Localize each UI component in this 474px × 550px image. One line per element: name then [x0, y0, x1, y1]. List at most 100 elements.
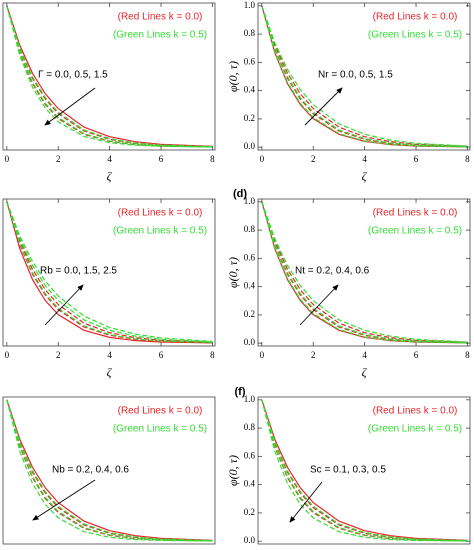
legend-entry: (Red Lines k = 0.0) [373, 12, 458, 23]
curve [6, 399, 213, 541]
frame [2, 2, 216, 151]
curve [261, 399, 468, 542]
y-axis-label: φ(0, τ) [226, 257, 240, 288]
arrow [44, 284, 84, 326]
x-tick-label: 4 [362, 154, 367, 164]
curve [6, 201, 213, 343]
y-tick-label: 0.8 [244, 422, 256, 432]
y-axis-label: φ(0, τ) [226, 455, 240, 486]
panel: 0 2 4 6 8 0.0 0.2 0.4 0.6 0.8 1.0 ζ φ(0, τ) (d) (Red L… [226, 188, 471, 379]
x-axis-label: ζ [362, 365, 368, 379]
x-tick-label: 0 [260, 154, 265, 164]
legend-entry: (Red Lines k = 0.0) [373, 208, 458, 219]
x-axis-label: ζ [362, 169, 368, 183]
curve [261, 5, 468, 147]
legend-entry: (Red Lines k = 0.0) [118, 208, 203, 219]
legend-entry: (Green Lines k = 0.5) [368, 226, 462, 237]
y-tick-label: 0.6 [244, 56, 256, 66]
x-tick-label: 6 [159, 350, 164, 360]
y-tick-label: 0.0 [244, 535, 256, 545]
panel: 0 2 4 6 8 0.0 0.2 0.4 0.6 0.8 1.0 ζ φ(0, τ) (Red Line… [226, 0, 471, 183]
curve [261, 201, 468, 343]
annotation: Sc = 0.1, 0.3, 0.5 [310, 465, 386, 476]
x-tick-label: 0 [5, 350, 10, 360]
x-tick-label: 4 [107, 350, 112, 360]
legend-entry: (Green Lines k = 0.5) [113, 226, 207, 237]
frame [257, 198, 471, 347]
x-tick-label: 6 [414, 154, 419, 164]
x-tick-label: 2 [56, 350, 61, 360]
x-tick-label: 8 [465, 350, 470, 360]
curve [6, 5, 213, 147]
x-tick-label: 6 [159, 154, 164, 164]
y-tick-label: 0.2 [244, 309, 255, 319]
legend-entry: (Green Lines k = 0.5) [368, 30, 462, 41]
y-tick-label: 0.6 [244, 252, 256, 262]
arrow [304, 87, 343, 126]
x-tick-label: 8 [465, 154, 470, 164]
y-tick-label: 0.8 [244, 224, 256, 234]
frame [257, 396, 471, 545]
x-tick-label: 0 [260, 350, 265, 360]
frame [2, 198, 216, 347]
panel-label: (f) [235, 386, 246, 398]
y-tick-label: 1.0 [244, 0, 256, 10]
annotation: Nt = 0.2, 0.4, 0.6 [295, 266, 370, 277]
x-tick-label: 2 [311, 154, 316, 164]
x-tick-label: 4 [362, 350, 367, 360]
y-tick-label: 0.6 [244, 450, 256, 460]
y-tick-label: 0.4 [244, 85, 256, 95]
curve [261, 5, 468, 148]
legend-entry: (Red Lines k = 0.0) [118, 12, 203, 23]
panel: 0 2 4 6 8 ζ (Red Lines k = 0.0) (Green Lines k … [2, 2, 216, 183]
curve [6, 201, 213, 343]
legend-entry: (Green Lines k = 0.5) [113, 30, 207, 41]
curve [6, 201, 213, 344]
curve [6, 399, 213, 542]
x-tick-label: 6 [414, 350, 419, 360]
frame [257, 2, 471, 151]
y-tick-label: 0.0 [244, 337, 256, 347]
annotation: Γ = 0.0, 0.5, 1.5 [38, 70, 108, 81]
y-axis-label: φ(0, τ) [226, 61, 240, 92]
panel-label: (d) [233, 188, 247, 200]
annotation: Nb = 0.2, 0.4, 0.6 [52, 465, 129, 476]
frame [2, 396, 216, 545]
curve [6, 201, 213, 343]
y-tick-label: 0.4 [244, 281, 256, 291]
x-tick-label: 2 [311, 350, 316, 360]
x-tick-label: 0 [5, 154, 10, 164]
legend-entry: (Green Lines k = 0.5) [368, 424, 462, 435]
curve [6, 399, 213, 542]
y-tick-label: 0.2 [244, 507, 255, 517]
y-tick-label: 1.0 [244, 196, 256, 206]
x-axis-label: ζ [107, 365, 113, 379]
arrow [44, 87, 96, 126]
curve [6, 5, 213, 148]
annotation: Rb = 0.0, 1.5, 2.5 [40, 266, 117, 277]
arrow [289, 481, 323, 523]
panel: 0.0 0.2 0.4 0.6 0.8 1.0 φ(0, τ) (f) (Red Lines k… [226, 386, 471, 545]
x-tick-label: 2 [56, 154, 61, 164]
curve [261, 399, 468, 542]
curve [261, 201, 468, 344]
panel: (Red Lines k = 0.0) (Green Lines k = 0.5)… [2, 396, 216, 545]
curve [6, 201, 213, 344]
arrow [299, 284, 339, 326]
curve [261, 5, 468, 147]
x-tick-label: 8 [210, 350, 215, 360]
y-tick-label: 1.0 [244, 394, 256, 404]
curve [6, 5, 213, 148]
legend-entry: (Red Lines k = 0.0) [373, 406, 458, 417]
x-axis-label: ζ [107, 169, 113, 183]
legend-entry: (Red Lines k = 0.0) [118, 406, 203, 417]
arrow [32, 479, 96, 521]
curve [261, 399, 468, 542]
annotation: Nr = 0.0, 0.5, 1.5 [318, 70, 393, 81]
x-tick-label: 4 [107, 154, 112, 164]
y-tick-label: 0.0 [244, 141, 256, 151]
panel: 0 2 4 6 8 ζ (Red Lines k = 0.0) (Green Lines k … [2, 198, 216, 379]
curve [6, 399, 213, 542]
